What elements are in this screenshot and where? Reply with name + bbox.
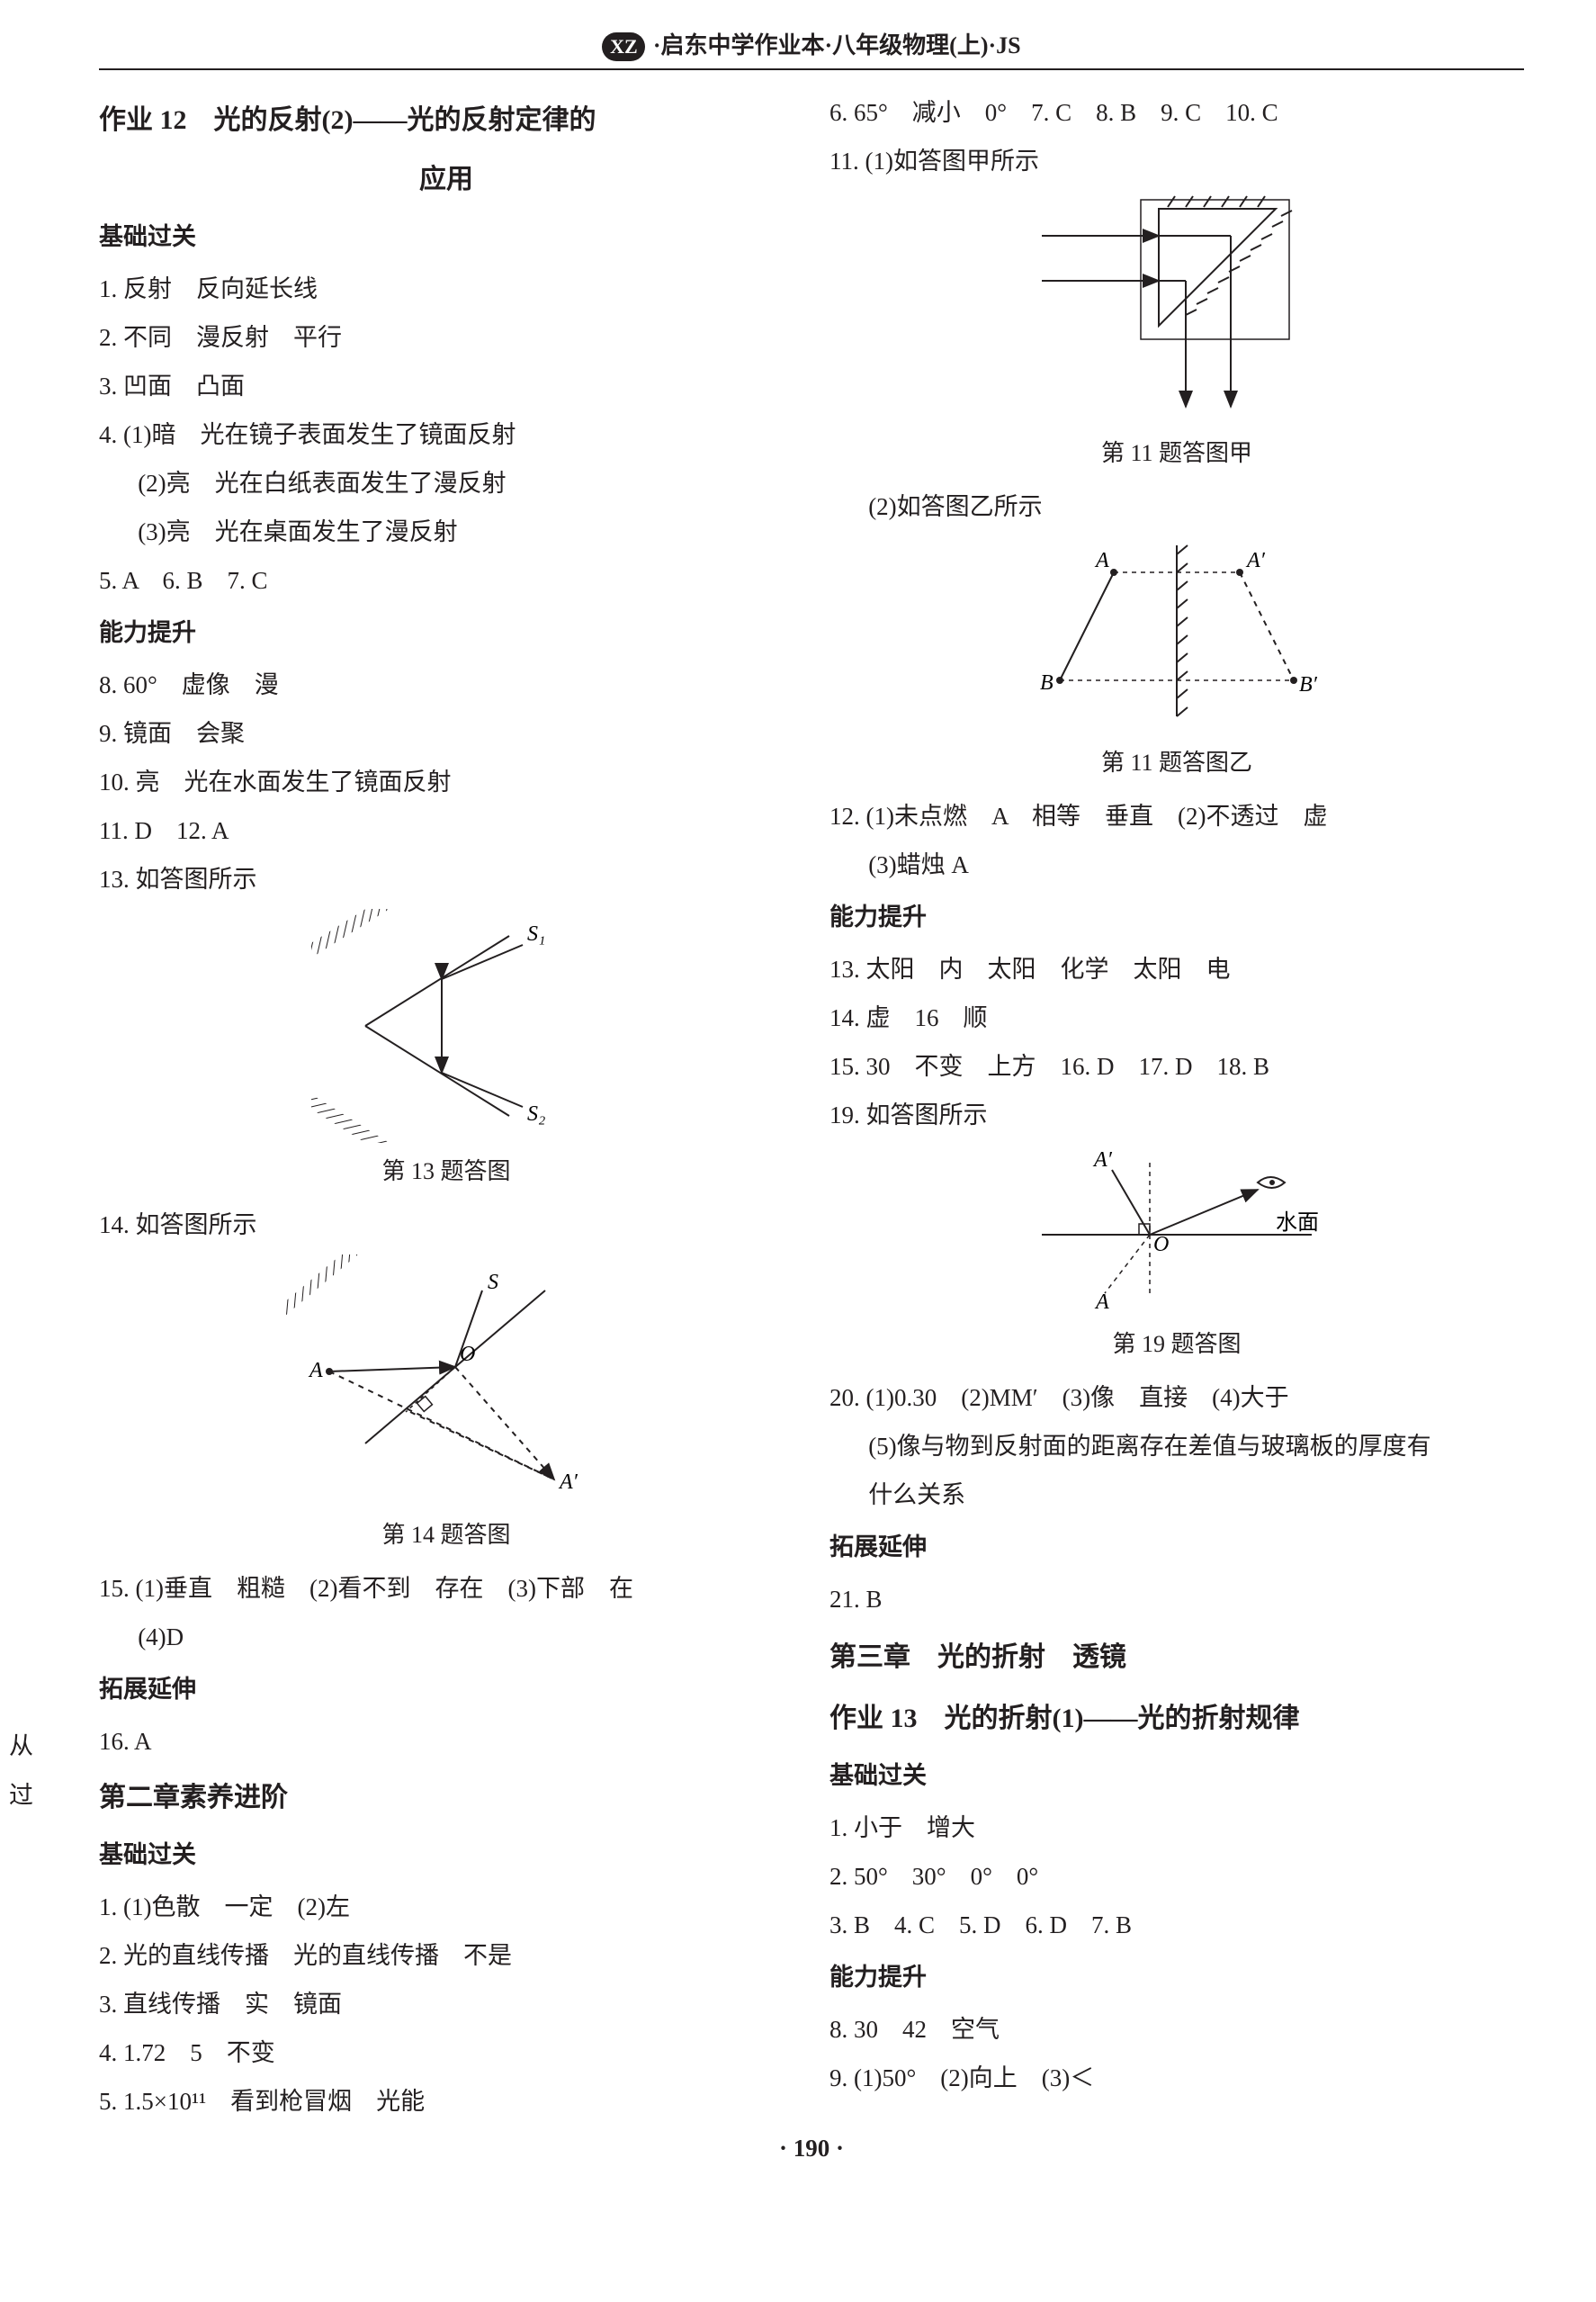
fig19-Ap: A′	[1092, 1148, 1113, 1172]
r15: 15. 30 不变 上方 16. D 17. D 18. B	[829, 1042, 1524, 1091]
header-badge: XZ	[602, 32, 645, 61]
fig11b-A: A	[1094, 549, 1109, 572]
fig13-svg: S₁ S₂	[311, 909, 581, 1143]
fig14-S: S	[488, 1271, 498, 1294]
fig19-svg: 水面 A A′ O	[1006, 1145, 1348, 1316]
ans-5: 5. A 6. B 7. C	[99, 556, 794, 605]
fig14-Ap: A′	[558, 1470, 578, 1494]
page-number: · 190 ·	[99, 2135, 1524, 2163]
fig11b-Bp: B′	[1299, 673, 1318, 697]
ans-4b: (2)亮 光在白纸表面发生了漫反射	[99, 459, 794, 508]
sec-ability-2: 能力提升	[829, 893, 1524, 941]
r20b: (5)像与物到反射面的距离存在差值与玻璃板的厚度有	[829, 1422, 1524, 1470]
left-column: 作业 12 光的反射(2)——光的反射定律的 应用 基础过关 1. 反射 反向延…	[99, 88, 794, 2126]
margin-note-1: 从	[9, 1728, 33, 1765]
r19: 19. 如答图所示	[829, 1091, 1524, 1139]
fig19-cap: 第 19 题答图	[829, 1321, 1524, 1368]
ans-2: 2. 不同 漫反射 平行	[99, 313, 794, 362]
ans-14: 14. 如答图所示	[99, 1200, 794, 1249]
fig13-s2: S₂	[527, 1102, 545, 1126]
r11: 11. (1)如答图甲所示	[829, 137, 1524, 185]
sec-ability-1: 能力提升	[99, 608, 794, 657]
ans-11: 11. D 12. A	[99, 806, 794, 855]
r12b: (3)蜡烛 A	[829, 841, 1524, 889]
r12: 12. (1)未点燃 A 相等 垂直 (2)不透过 虚	[829, 792, 1524, 841]
hw12-title-a: 作业 12 光的反射(2)——光的反射定律的	[99, 94, 794, 148]
sec-ext-2: 拓展延伸	[829, 1523, 1524, 1571]
ans-10: 10. 亮 光在水面发生了镜面反射	[99, 758, 794, 806]
fig11b-B: B	[1040, 671, 1054, 695]
margin-note-2: 过	[9, 1777, 33, 1814]
fig13-cap: 第 13 题答图	[99, 1148, 794, 1195]
r20: 20. (1)0.30 (2)MM′ (3)像 直接 (4)大于	[829, 1373, 1524, 1422]
d5: 5. 1.5×10¹¹ 看到枪冒烟 光能	[99, 2077, 794, 2126]
fig11b-svg: A B A′ B′	[1006, 536, 1348, 734]
header-text: ·启东中学作业本·八年级物理(上)·JS	[653, 32, 1021, 58]
r14: 14. 虚 16 顺	[829, 994, 1524, 1042]
sec-basic-3: 基础过关	[829, 1751, 1524, 1800]
sec-basic-2: 基础过关	[99, 1830, 794, 1879]
ans-13: 13. 如答图所示	[99, 855, 794, 904]
r21: 21. B	[829, 1575, 1524, 1623]
r13: 13. 太阳 内 太阳 化学 太阳 电	[829, 945, 1524, 994]
r20c: 什么关系	[829, 1470, 1524, 1519]
fig11a-cap: 第 11 题答图甲	[829, 430, 1524, 477]
r11b: (2)如答图乙所示	[829, 482, 1524, 531]
s8: 8. 30 42 空气	[829, 2005, 1524, 2054]
sec-basic-1: 基础过关	[99, 212, 794, 261]
hw13-title: 作业 13 光的折射(1)——光的折射规律	[829, 1692, 1524, 1746]
page-header: XZ ·启东中学作业本·八年级物理(上)·JS	[99, 27, 1524, 70]
d3: 3. 直线传播 实 镜面	[99, 1980, 794, 2028]
s9: 9. (1)50° (2)向上 (3)＜	[829, 2054, 1524, 2102]
s2: 2. 50° 30° 0° 0°	[829, 1852, 1524, 1901]
right-column: 6. 65° 减小 0° 7. C 8. B 9. C 10. C 11. (1…	[829, 88, 1524, 2126]
s3: 3. B 4. C 5. D 6. D 7. B	[829, 1901, 1524, 1949]
fig11b-Ap: A′	[1245, 549, 1266, 572]
s1: 1. 小于 增大	[829, 1803, 1524, 1852]
fig14-A: A	[308, 1359, 323, 1382]
fig19-water: 水面	[1276, 1210, 1319, 1235]
ch2-title: 第二章素养进阶	[99, 1771, 794, 1825]
fig13-s1: S₁	[527, 922, 545, 946]
fig14-cap: 第 14 题答图	[99, 1512, 794, 1559]
ans-4c: (3)亮 光在桌面发生了漫反射	[99, 508, 794, 556]
ans-15: 15. (1)垂直 粗糙 (2)看不到 存在 (3)下部 在	[99, 1564, 794, 1613]
ans-16: 16. A	[99, 1717, 794, 1766]
fig19-O: O	[1153, 1233, 1169, 1256]
ch3-title: 第三章 光的折射 透镜	[829, 1631, 1524, 1685]
ans-4: 4. (1)暗 光在镜子表面发生了镜面反射	[99, 410, 794, 459]
hw12-title-b: 应用	[99, 153, 794, 207]
ans-15b: (4)D	[99, 1613, 794, 1661]
ans-8: 8. 60° 虚像 漫	[99, 661, 794, 709]
d1: 1. (1)色散 一定 (2)左	[99, 1883, 794, 1931]
fig19-A: A	[1094, 1290, 1109, 1314]
d2: 2. 光的直线传播 光的直线传播 不是	[99, 1931, 794, 1980]
fig14-svg: A O S A′	[284, 1254, 608, 1506]
ans-3: 3. 凹面 凸面	[99, 362, 794, 410]
sec-ext-1: 拓展延伸	[99, 1665, 794, 1713]
ans-1: 1. 反射 反向延长线	[99, 265, 794, 313]
d4: 4. 1.72 5 不变	[99, 2028, 794, 2077]
ans-9: 9. 镜面 会聚	[99, 709, 794, 758]
two-columns: 作业 12 光的反射(2)——光的反射定律的 应用 基础过关 1. 反射 反向延…	[99, 88, 1524, 2126]
sec-ability-3: 能力提升	[829, 1953, 1524, 2001]
fig11a-svg	[1024, 191, 1330, 425]
r6: 6. 65° 减小 0° 7. C 8. B 9. C 10. C	[829, 88, 1524, 137]
fig11b-cap: 第 11 题答图乙	[829, 740, 1524, 787]
